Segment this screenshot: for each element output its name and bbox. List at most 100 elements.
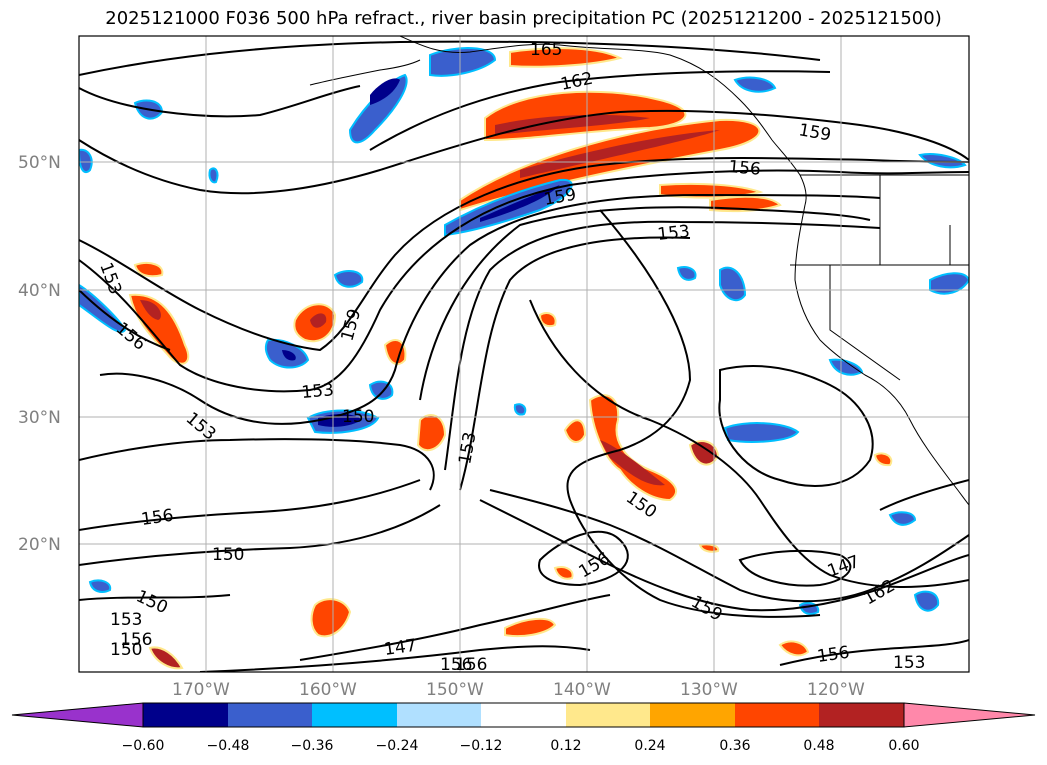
- positive-shade: [148, 646, 184, 670]
- negative-shade: [88, 579, 112, 593]
- contour-label: 156: [120, 630, 152, 650]
- coastlines: [309, 36, 969, 506]
- colorbar-tick: 0.24: [634, 738, 665, 754]
- lon-label-160w: 160°W: [299, 680, 357, 700]
- positive-shade: [538, 312, 557, 328]
- chart-title: 2025121000 F036 500 hPa refract., river …: [105, 8, 942, 29]
- positive-shade: [310, 598, 352, 638]
- positive-shade: [873, 452, 893, 467]
- longitude-labels: 170°W 160°W 150°W 140°W 130°W 120°W: [172, 680, 865, 700]
- positive-shade: [688, 440, 720, 466]
- negative-shade: [888, 511, 917, 526]
- state-border: [829, 265, 901, 381]
- contour-label: 150: [212, 545, 244, 565]
- contour-line: [529, 299, 969, 588]
- contour-label: 147: [383, 636, 418, 660]
- lon-label-140w: 140°W: [553, 680, 611, 700]
- positive-shade: [520, 130, 720, 178]
- negative-shade: [828, 358, 864, 376]
- contour-line: [79, 85, 361, 118]
- positive-shade: [383, 339, 407, 366]
- colorbar-bin: [819, 703, 904, 727]
- positive-shade: [778, 640, 810, 657]
- positive-shade: [553, 566, 574, 580]
- lon-label-130w: 130°W: [680, 680, 738, 700]
- contour-label: 153: [893, 653, 925, 673]
- colorbar-tick: −0.24: [376, 738, 419, 754]
- contour-label: 153: [110, 610, 142, 630]
- contour-line: [566, 209, 821, 618]
- negative-shade: [282, 350, 296, 361]
- contour-line: [738, 549, 852, 587]
- plot-frame: [78, 35, 970, 673]
- colorbar-bin: [566, 703, 650, 727]
- contour-label: 156: [140, 506, 175, 530]
- contour-line: [718, 364, 874, 487]
- contour-label: 153: [656, 222, 690, 245]
- negative-shade: [676, 266, 697, 281]
- negative-shade: [429, 47, 497, 77]
- plot-area: [79, 36, 969, 672]
- contour-line: [489, 489, 969, 603]
- colorbar: −0.60 −0.48 −0.36 −0.24 −0.12 0.12 0.24 …: [11, 702, 1036, 754]
- latitude-labels: 50°N 40°N 30°N 20°N: [18, 153, 61, 555]
- contour-line: [79, 156, 969, 352]
- positive-shade: [495, 114, 650, 135]
- colorbar-tick: −0.12: [460, 738, 503, 754]
- negative-shade: [723, 422, 800, 443]
- lat-label-20: 20°N: [18, 535, 61, 555]
- negative-shade: [913, 590, 940, 612]
- negative-shade: [513, 403, 527, 416]
- contour-line: [79, 289, 171, 351]
- positive-shade: [133, 262, 164, 278]
- lon-label-150w: 150°W: [426, 680, 484, 700]
- contour-label: 165: [530, 40, 562, 60]
- coastline-westcoast: [794, 204, 969, 506]
- contour-line: [199, 645, 591, 672]
- negative-shade: [733, 76, 777, 93]
- lon-label-170w: 170°W: [172, 680, 230, 700]
- contour-label: 156: [728, 157, 762, 180]
- negative-shade: [333, 269, 364, 288]
- contour-line: [369, 70, 831, 151]
- lat-label-30: 30°N: [18, 408, 61, 428]
- colorbar-bin: [735, 703, 819, 727]
- contour-line: [538, 530, 629, 587]
- colorbar-bin: [312, 703, 397, 727]
- contour-line: [299, 594, 611, 661]
- gridlines: [79, 36, 969, 672]
- lon-label-120w: 120°W: [807, 680, 865, 700]
- colorbar-bin: [397, 703, 481, 727]
- lat-label-50: 50°N: [18, 153, 61, 173]
- contour-line: [459, 236, 691, 491]
- contour-line: [79, 438, 435, 491]
- coastline-alaska: [399, 36, 773, 141]
- colorbar-tick: 0.48: [803, 738, 834, 754]
- contour-label: 156: [440, 655, 472, 675]
- colorbar-max-extend: [903, 702, 1036, 728]
- contour-line: [79, 40, 821, 76]
- contour-line: [79, 504, 441, 566]
- contour-label: 153: [301, 380, 335, 403]
- positive-shade: [563, 419, 587, 443]
- negative-shade: [208, 167, 219, 184]
- negative-shade: [79, 148, 93, 174]
- colorbar-tick: 0.60: [888, 738, 919, 754]
- colorbar-tick: −0.60: [122, 738, 165, 754]
- positive-shade: [416, 414, 447, 452]
- negative-shade: [719, 266, 747, 302]
- negative-shade: [480, 185, 560, 222]
- colorbar-min-extend: [11, 702, 144, 728]
- positive-shade: [128, 293, 190, 365]
- positive-shade: [504, 617, 557, 638]
- lat-label-40: 40°N: [18, 281, 61, 301]
- shaded-regions: [79, 47, 969, 670]
- contour-line: [879, 479, 969, 511]
- contour-label: 156: [455, 655, 487, 675]
- contour-line: [79, 109, 969, 195]
- negative-shade: [918, 153, 967, 169]
- colorbar-bin: [228, 703, 312, 727]
- positive-shade: [509, 47, 623, 68]
- contour-label: 150: [342, 407, 374, 427]
